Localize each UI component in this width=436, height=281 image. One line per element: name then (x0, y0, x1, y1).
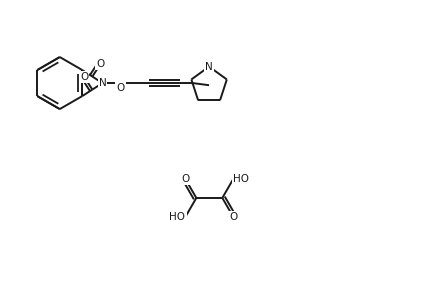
Text: O: O (181, 174, 190, 184)
Text: N: N (205, 62, 213, 72)
Text: O: O (80, 72, 88, 82)
Text: O: O (229, 212, 237, 222)
Text: HO: HO (170, 212, 185, 222)
Text: HO: HO (233, 174, 249, 184)
Text: N: N (99, 78, 106, 88)
Text: O: O (96, 59, 105, 69)
Text: O: O (116, 83, 125, 93)
